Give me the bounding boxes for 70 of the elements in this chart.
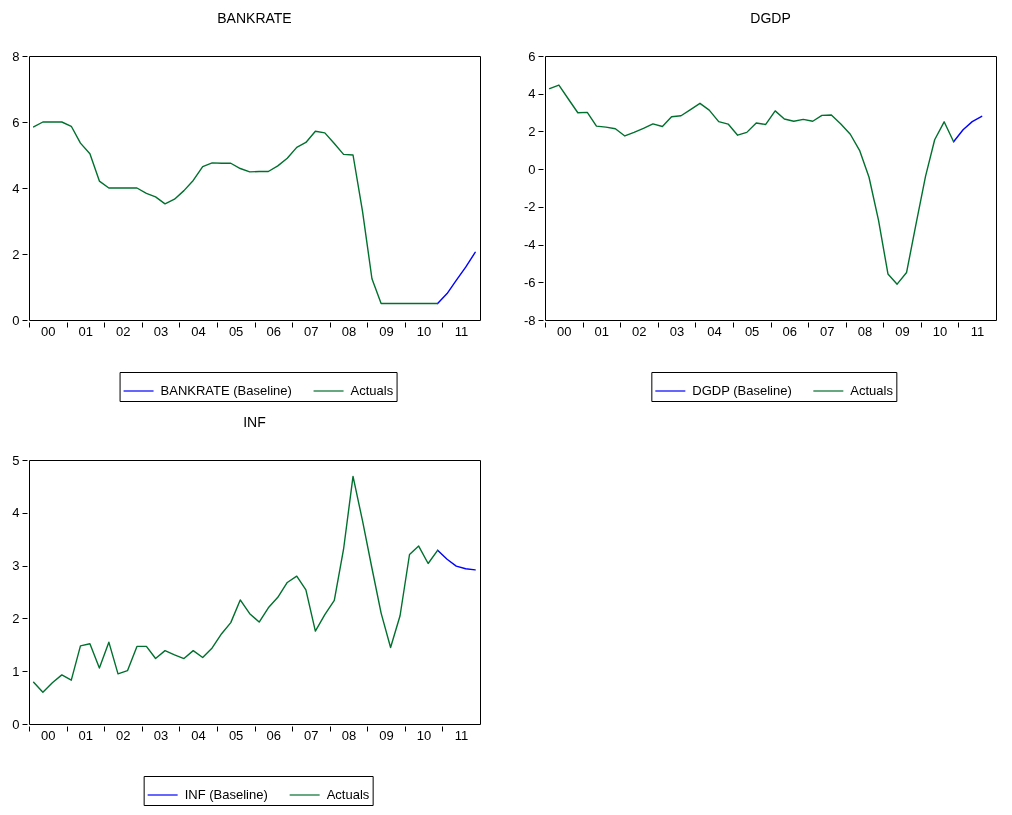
y-tick-label: 2 xyxy=(12,610,20,626)
x-tick-label: 08 xyxy=(857,323,873,339)
x-tick-label: 03 xyxy=(153,727,169,743)
y-tick-label: 4 xyxy=(12,180,20,196)
legend-label: Actuals xyxy=(350,383,394,398)
x-tick-label: 08 xyxy=(341,323,357,339)
y-tick-label: 0 xyxy=(12,716,20,732)
y-tick-label: 8 xyxy=(12,48,20,64)
legend-label: BANKRATE (Baseline) xyxy=(160,383,292,398)
x-tick-label: 03 xyxy=(153,323,169,339)
x-tick-label: 08 xyxy=(341,727,357,743)
y-tick-label: 0 xyxy=(528,161,536,177)
x-tick-label: 09 xyxy=(895,323,910,339)
y-tick-label: 2 xyxy=(12,246,20,262)
y-tick-label: 4 xyxy=(528,86,536,102)
y-tick-label: 5 xyxy=(12,452,20,468)
x-tick-label: 03 xyxy=(669,323,685,339)
x-tick-label: 01 xyxy=(594,323,610,339)
x-tick-label: 00 xyxy=(40,323,56,339)
x-tick-label: 02 xyxy=(116,727,131,743)
x-tick-label: 10 xyxy=(416,727,432,743)
x-tick-label: 00 xyxy=(556,323,572,339)
x-tick-label: 04 xyxy=(707,323,722,339)
y-tick-label: 1 xyxy=(12,663,20,679)
y-tick-label: 6 xyxy=(12,114,20,130)
x-tick-label: 07 xyxy=(304,727,319,743)
y-tick-label: 2 xyxy=(528,123,536,139)
x-tick-label: 05 xyxy=(228,727,244,743)
y-tick-label: -6 xyxy=(523,274,536,290)
y-tick-label: 3 xyxy=(12,558,20,574)
line-series xyxy=(436,549,476,571)
x-tick-label: 01 xyxy=(78,323,94,339)
line-series xyxy=(436,251,476,305)
x-tick-label: 10 xyxy=(416,323,432,339)
x-tick-label: 04 xyxy=(191,323,206,339)
x-tick-label: 04 xyxy=(191,727,206,743)
legend-label: Actuals xyxy=(326,787,370,802)
x-tick-label: 11 xyxy=(970,323,985,339)
y-tick-label: 4 xyxy=(12,505,20,521)
chart-title: BANKRATE xyxy=(217,10,292,26)
x-tick-label: 05 xyxy=(744,323,760,339)
legend-label: DGDP (Baseline) xyxy=(692,383,792,398)
x-tick-label: 09 xyxy=(379,323,394,339)
x-tick-label: 07 xyxy=(304,323,319,339)
x-tick-label: 06 xyxy=(266,323,281,339)
x-tick-label: 09 xyxy=(379,727,394,743)
x-tick-label: 06 xyxy=(782,323,797,339)
chart-title: DGDP xyxy=(750,10,791,26)
y-tick-label: -2 xyxy=(523,199,536,215)
line-series xyxy=(32,121,439,305)
x-tick-label: 05 xyxy=(228,323,244,339)
x-tick-label: 11 xyxy=(454,727,469,743)
line-series xyxy=(952,115,983,143)
y-tick-label: 6 xyxy=(528,48,536,64)
y-tick-label: -4 xyxy=(523,237,536,253)
x-tick-label: 07 xyxy=(820,323,835,339)
x-tick-label: 02 xyxy=(116,323,131,339)
x-tick-label: 00 xyxy=(40,727,56,743)
x-tick-label: 10 xyxy=(932,323,948,339)
x-tick-label: 06 xyxy=(266,727,281,743)
line-series xyxy=(32,475,439,694)
legend-label: INF (Baseline) xyxy=(184,787,268,802)
x-tick-label: 11 xyxy=(454,323,469,339)
legend-label: Actuals xyxy=(850,383,894,398)
y-tick-label: 0 xyxy=(12,312,20,328)
y-tick-label: -8 xyxy=(523,312,536,328)
chart-title: INF xyxy=(243,414,266,430)
line-series xyxy=(548,84,955,285)
x-tick-label: 02 xyxy=(632,323,647,339)
x-tick-label: 01 xyxy=(78,727,94,743)
